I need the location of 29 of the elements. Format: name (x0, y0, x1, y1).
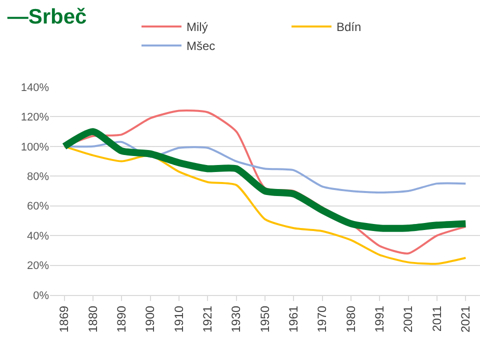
x-tick-label: 1991 (372, 305, 387, 333)
x-tick-label: 1930 (229, 305, 244, 333)
x-tick-label: 2021 (458, 305, 473, 333)
y-tick-label: 80% (26, 170, 50, 183)
y-tick-label: 120% (20, 112, 50, 124)
x-tick-label: 1980 (344, 305, 358, 333)
x-tick-label: 1880 (86, 305, 100, 333)
x-tick-label: 1910 (172, 305, 186, 333)
y-tick-label: 40% (26, 230, 50, 242)
line-series (63, 140, 467, 194)
y-tick-label: 20% (26, 260, 50, 272)
chart-title: —Srbeč (7, 5, 88, 28)
y-tick-label: 100% (20, 141, 50, 154)
y-tick-label: 0% (33, 290, 50, 302)
x-tick-label: 2001 (401, 305, 416, 333)
x-tick-label: 1921 (200, 305, 215, 333)
legend-label: Milý (186, 20, 208, 34)
y-tick-label: 60% (26, 200, 50, 213)
x-tick-label: 1961 (286, 305, 301, 333)
x-tick-label: 1900 (143, 305, 158, 333)
x-tick-label: 1970 (315, 305, 330, 333)
x-tick-label: 1890 (114, 305, 129, 333)
x-tick-label: 2011 (430, 305, 444, 332)
x-tick-label: 1869 (57, 305, 72, 333)
legend-label: Mšec (186, 39, 216, 54)
y-tick-label: 140% (20, 82, 50, 94)
x-tick-label: 1950 (258, 305, 272, 333)
legend-label: Bdín (336, 20, 362, 34)
line-series (63, 145, 467, 265)
